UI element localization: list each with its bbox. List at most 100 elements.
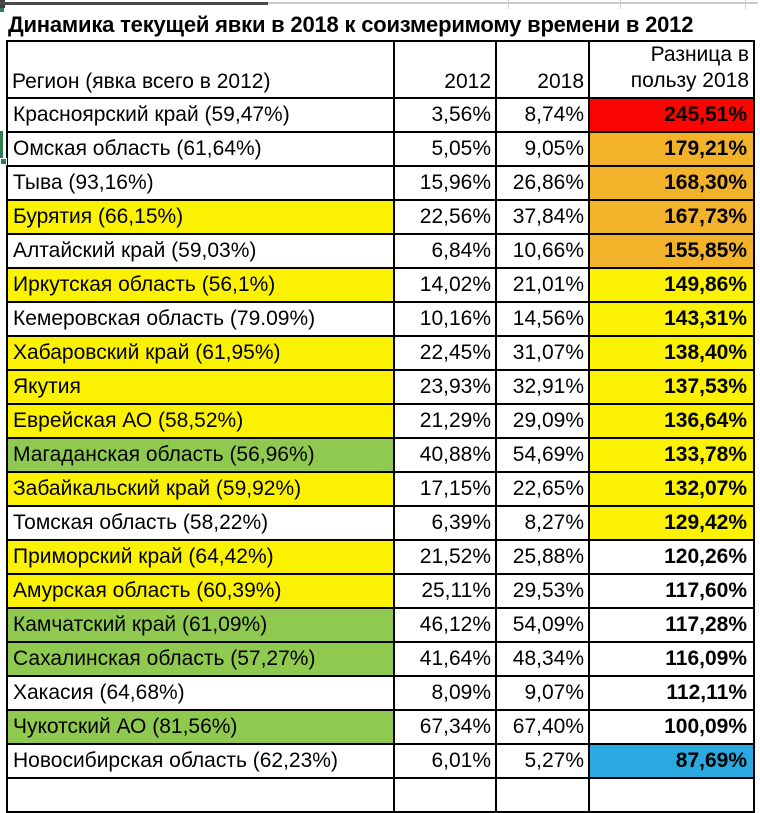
diff-cell[interactable]: 87,69% <box>588 743 755 779</box>
diff-cell[interactable]: 117,28% <box>588 607 755 643</box>
value-2018-cell[interactable]: 54,69% <box>495 437 590 473</box>
diff-cell[interactable]: 116,09% <box>588 641 755 677</box>
value-2018-cell[interactable]: 32,91% <box>495 369 590 405</box>
diff-column-header[interactable]: Разница в пользу 2018 <box>588 40 755 99</box>
spreadsheet-corner-green-fragment <box>0 8 4 12</box>
value-2012-cell[interactable]: 5,05% <box>393 131 497 167</box>
value-2018-cell[interactable] <box>495 777 590 813</box>
value-2012-cell[interactable]: 21,29% <box>393 403 497 439</box>
value-2018-cell[interactable]: 5,27% <box>495 743 590 779</box>
value-2012-cell[interactable]: 3,56% <box>393 97 497 133</box>
value-2012-cell[interactable]: 10,16% <box>393 301 497 337</box>
col-2018-header[interactable]: 2018 <box>495 40 590 99</box>
value-2018-cell[interactable]: 25,88% <box>495 539 590 575</box>
value-2018-cell[interactable]: 9,07% <box>495 675 590 711</box>
diff-cell[interactable]: 138,40% <box>588 335 755 371</box>
diff-cell[interactable]: 245,51% <box>588 97 755 133</box>
region-cell[interactable]: Красноярский край (59,47%) <box>6 97 395 133</box>
value-2018-cell[interactable]: 67,40% <box>495 709 590 745</box>
diff-cell[interactable]: 143,31% <box>588 301 755 337</box>
table-row: Приморский край (64,42%) 21,52% 25,88% 1… <box>6 539 755 575</box>
table-row: Забайкальский край (59,92%) 17,15% 22,65… <box>6 471 755 507</box>
value-2012-cell[interactable]: 22,45% <box>393 335 497 371</box>
value-2012-cell[interactable]: 6,39% <box>393 505 497 541</box>
diff-cell[interactable]: 133,78% <box>588 437 755 473</box>
region-cell[interactable]: Кемеровская область (79.09%) <box>6 301 395 337</box>
diff-cell[interactable]: 155,85% <box>588 233 755 269</box>
value-2012-cell[interactable]: 40,88% <box>393 437 497 473</box>
region-cell[interactable]: Новосибирская область (62,23%) <box>6 743 395 779</box>
value-2018-cell[interactable]: 9,05% <box>495 131 590 167</box>
gridline-vertical <box>620 0 621 9</box>
region-cell[interactable]: Еврейская АО (58,52%) <box>6 403 395 439</box>
diff-cell[interactable] <box>588 777 755 813</box>
region-cell[interactable]: Томская область (58,22%) <box>6 505 395 541</box>
value-2012-cell[interactable]: 41,64% <box>393 641 497 677</box>
diff-cell[interactable]: 167,73% <box>588 199 755 235</box>
value-2012-cell[interactable]: 25,11% <box>393 573 497 609</box>
region-cell[interactable] <box>6 777 395 813</box>
diff-cell[interactable]: 117,60% <box>588 573 755 609</box>
region-cell[interactable]: Приморский край (64,42%) <box>6 539 395 575</box>
diff-cell[interactable]: 120,26% <box>588 539 755 575</box>
gridline-vertical <box>508 0 509 9</box>
value-2018-cell[interactable]: 22,65% <box>495 471 590 507</box>
region-cell[interactable]: Иркутская область (56,1%) <box>6 267 395 303</box>
value-2018-cell[interactable]: 29,09% <box>495 403 590 439</box>
region-cell[interactable]: Алтайский край (59,03%) <box>6 233 395 269</box>
region-cell[interactable]: Магаданская область (56,96%) <box>6 437 395 473</box>
value-2012-cell[interactable]: 6,84% <box>393 233 497 269</box>
table-row: Омская область (61,64%) 5,05% 9,05% 179,… <box>6 131 755 167</box>
value-2018-cell[interactable]: 26,86% <box>495 165 590 201</box>
diff-cell[interactable]: 100,09% <box>588 709 755 745</box>
value-2018-cell[interactable]: 14,56% <box>495 301 590 337</box>
diff-cell[interactable]: 149,86% <box>588 267 755 303</box>
region-cell[interactable]: Бурятия (66,15%) <box>6 199 395 235</box>
header-row: Регион (явка всего в 2012) 2012 2018 Раз… <box>6 40 755 99</box>
value-2012-cell[interactable] <box>393 777 497 813</box>
diff-cell[interactable]: 137,53% <box>588 369 755 405</box>
value-2012-cell[interactable]: 22,56% <box>393 199 497 235</box>
diff-cell[interactable]: 132,07% <box>588 471 755 507</box>
value-2018-cell[interactable]: 21,01% <box>495 267 590 303</box>
diff-cell[interactable]: 168,30% <box>588 165 755 201</box>
diff-cell[interactable]: 129,42% <box>588 505 755 541</box>
value-2012-cell[interactable]: 14,02% <box>393 267 497 303</box>
value-2012-cell[interactable]: 15,96% <box>393 165 497 201</box>
value-2018-cell[interactable]: 29,53% <box>495 573 590 609</box>
region-cell[interactable]: Омская область (61,64%) <box>6 131 395 167</box>
table-row: Еврейская АО (58,52%) 21,29% 29,09% 136,… <box>6 403 755 439</box>
region-column-header[interactable]: Регион (явка всего в 2012) <box>6 40 395 99</box>
region-cell[interactable]: Сахалинская область (57,27%) <box>6 641 395 677</box>
value-2012-cell[interactable]: 23,93% <box>393 369 497 405</box>
value-2012-cell[interactable]: 8,09% <box>393 675 497 711</box>
value-2012-cell[interactable]: 21,52% <box>393 539 497 575</box>
region-cell[interactable]: Хабаровский край (61,95%) <box>6 335 395 371</box>
col-2012-header[interactable]: 2012 <box>393 40 497 99</box>
region-cell[interactable]: Тыва (93,16%) <box>6 165 395 201</box>
value-2018-cell[interactable]: 8,27% <box>495 505 590 541</box>
value-2018-cell[interactable]: 54,09% <box>495 607 590 643</box>
value-2012-cell[interactable]: 67,34% <box>393 709 497 745</box>
region-cell[interactable]: Камчатский край (61,09%) <box>6 607 395 643</box>
diff-cell[interactable]: 112,11% <box>588 675 755 711</box>
table-row: Амурская область (60,39%) 25,11% 29,53% … <box>6 573 755 609</box>
region-cell[interactable]: Чукотский АО (81,56%) <box>6 709 395 745</box>
value-2018-cell[interactable]: 48,34% <box>495 641 590 677</box>
region-cell[interactable]: Якутия <box>6 369 395 405</box>
value-2018-cell[interactable]: 31,07% <box>495 335 590 371</box>
region-cell[interactable]: Хакасия (64,68%) <box>6 675 395 711</box>
diff-cell[interactable]: 136,64% <box>588 403 755 439</box>
value-2012-cell[interactable]: 6,01% <box>393 743 497 779</box>
region-cell[interactable]: Забайкальский край (59,92%) <box>6 471 395 507</box>
value-2018-cell[interactable]: 8,74% <box>495 97 590 133</box>
value-2018-cell[interactable]: 10,66% <box>495 233 590 269</box>
excel-fill-handle[interactable] <box>0 158 7 165</box>
region-cell[interactable]: Амурская область (60,39%) <box>6 573 395 609</box>
table-row: Кемеровская область (79.09%) 10,16% 14,5… <box>6 301 755 337</box>
value-2018-cell[interactable]: 37,84% <box>495 199 590 235</box>
value-2012-cell[interactable]: 17,15% <box>393 471 497 507</box>
value-2012-cell[interactable]: 46,12% <box>393 607 497 643</box>
diff-cell[interactable]: 179,21% <box>588 131 755 167</box>
table-row: Хабаровский край (61,95%) 22,45% 31,07% … <box>6 335 755 371</box>
